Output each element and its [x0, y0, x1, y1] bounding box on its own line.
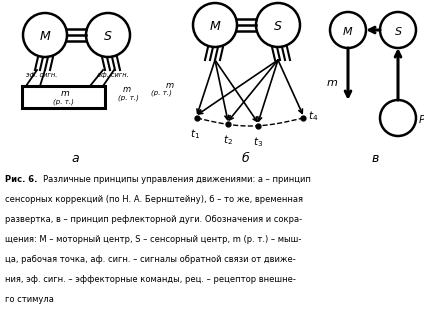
Text: $S$: $S$	[273, 19, 283, 33]
Text: $m$: $m$	[165, 80, 175, 89]
Text: $t_1$: $t_1$	[190, 127, 200, 141]
Text: щения: М – моторный центр, S – сенсорный центр, m (р. т.) – мыш-: щения: М – моторный центр, S – сенсорный…	[5, 235, 301, 244]
Text: а: а	[71, 151, 79, 164]
Text: $m$: $m$	[326, 78, 338, 88]
Text: ца, рабочая точка, аф. сигн. – сигналы обратной связи от движе-: ца, рабочая точка, аф. сигн. – сигналы о…	[5, 255, 296, 264]
Text: аф. сигн.: аф. сигн.	[97, 72, 129, 78]
Text: (р. т.): (р. т.)	[151, 90, 172, 96]
Text: ния, эф. сигн. – эффекторные команды, рец. – рецептор внешне-: ния, эф. сигн. – эффекторные команды, ре…	[5, 275, 296, 284]
Text: $S$: $S$	[393, 25, 402, 37]
Text: $t_2$: $t_2$	[223, 133, 233, 147]
Text: б: б	[241, 151, 249, 164]
Text: $t_4$: $t_4$	[308, 109, 318, 123]
Text: сенсорных коррекций (по Н. А. Бернштейну), б – то же, временная: сенсорных коррекций (по Н. А. Бернштейну…	[5, 195, 303, 204]
Text: $S$: $S$	[103, 29, 113, 43]
Text: $m$: $m$	[61, 89, 70, 98]
Bar	[22, 86, 105, 108]
Text: Рец.: Рец.	[419, 115, 424, 125]
Text: Рис. 6.: Рис. 6.	[5, 175, 37, 184]
Text: в: в	[371, 151, 379, 164]
Text: го стимула: го стимула	[5, 295, 54, 304]
Text: Различные принципы управления движениями: а – принцип: Различные принципы управления движениями…	[43, 175, 311, 184]
Text: $t_3$: $t_3$	[253, 135, 263, 149]
Text: $M$: $M$	[39, 29, 51, 43]
Text: (р. т.): (р. т.)	[53, 99, 74, 105]
Text: $M$: $M$	[342, 25, 354, 37]
Text: $m$: $m$	[122, 86, 131, 95]
Text: развертка, в – принцип рефлекторной дуги. Обозначения и сокра-: развертка, в – принцип рефлекторной дуги…	[5, 215, 302, 224]
Text: эф. сигн.: эф. сигн.	[26, 72, 58, 78]
Text: $M$: $M$	[209, 19, 221, 33]
Text: (р. т.): (р. т.)	[118, 95, 139, 101]
